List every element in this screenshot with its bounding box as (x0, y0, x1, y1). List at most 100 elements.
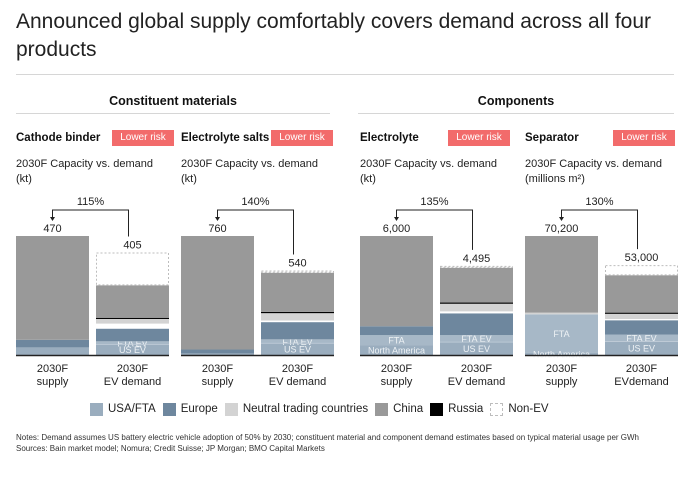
category-label: supply (37, 376, 69, 388)
demand-segment-label: FTA EV (461, 334, 491, 344)
arrowhead-icon (50, 217, 55, 221)
category-label: 2030F (117, 363, 148, 375)
supply-total-label: 70,200 (545, 223, 579, 235)
category-label: EVdemand (614, 376, 668, 388)
demand-segment-china (605, 275, 678, 313)
demand-total-label: 540 (288, 257, 306, 269)
panel-title: Separator (525, 132, 579, 144)
section-title-constituent: Constituent materials (109, 94, 237, 108)
section-title-components: Components (477, 94, 555, 108)
legend: USA/FTA Europe Neutral trading countries… (90, 401, 556, 417)
demand-segment-usa_fta (96, 344, 169, 355)
notes-text: Notes: Demand assumes US battery electri… (16, 433, 639, 442)
ratio-bracket (52, 209, 129, 237)
demand-segment-china (96, 285, 169, 318)
demand-segment-label: US EV (463, 344, 490, 354)
ratio-bracket (217, 209, 294, 255)
panel-title: Electrolyte salts (181, 132, 270, 144)
risk-badge: Lower risk (448, 130, 510, 146)
demand-segment-usa_fta (605, 341, 678, 355)
demand-segment-russia (261, 311, 334, 314)
legend-label: Neutral trading countries (242, 403, 369, 415)
panel-electrolyte: Electrolyte Lower risk 2030F Capacity vs… (360, 120, 530, 392)
panel-subtitle: 2030F Capacity vs. demand (kt) (16, 158, 153, 185)
demand-segment-label: US EV (628, 344, 655, 354)
supply-segment-china (360, 236, 433, 327)
panel-cathode-binder: Cathode binder Lower risk 2030F Capacity… (16, 120, 186, 392)
demand-segment-europe (261, 322, 334, 340)
category-label: 2030F (461, 363, 492, 375)
ratio-bracket (396, 209, 473, 250)
demand-segment-fta_ev (440, 335, 513, 343)
ratio-label: 140% (241, 196, 269, 208)
legend-item-non-ev: Non-EV (490, 402, 549, 416)
category-label: 2030F (37, 363, 68, 375)
legend-label: China (393, 403, 424, 415)
demand-segment-gap (261, 320, 334, 323)
panel-title: Electrolyte (360, 132, 419, 144)
risk-badge: Lower risk (112, 130, 174, 146)
demand-segment-russia (440, 302, 513, 304)
top-divider (16, 74, 674, 75)
supply-segment-europe (360, 326, 433, 336)
legend-swatch-china (375, 402, 389, 416)
legend-label: Russia (448, 403, 484, 415)
demand-total-label: 4,495 (463, 253, 491, 265)
panel-subtitle: 2030F Capacity vs. demand (kt) (360, 158, 497, 185)
supply-segment-usa_fta (525, 352, 598, 355)
legend-item-china: China (375, 402, 424, 416)
supply-total-label: 760 (208, 223, 226, 235)
legend-swatch-usa-fta (90, 402, 103, 416)
category-label: EV demand (104, 376, 161, 388)
demand-segment-non-ev (96, 252, 169, 286)
legend-item-neutral: Neutral trading countries (224, 402, 369, 416)
panel-subtitle: 2030F Capacity vs. demand (millions m²) (525, 158, 662, 185)
supply-segment-china (181, 236, 254, 350)
risk-badge: Lower risk (613, 130, 675, 146)
demand-total-label: 405 (123, 239, 141, 251)
category-label: supply (381, 376, 413, 388)
ratio-label: 135% (420, 196, 448, 208)
constituent-divider (16, 113, 330, 114)
legend-swatch-russia (430, 402, 444, 416)
supply-segment-europe (181, 349, 254, 354)
supply-segment-neutral (525, 312, 598, 315)
panel-title: Cathode binder (16, 132, 101, 144)
arrowhead-icon (215, 217, 220, 221)
demand-segment-europe (440, 313, 513, 336)
demand-segment-fta_ev (261, 339, 334, 344)
demand-segment-gap (96, 323, 169, 329)
legend-item-europe: Europe (162, 402, 218, 416)
demand-segment-usa_fta (261, 343, 334, 355)
supply-segment-usa_fta (181, 353, 254, 355)
category-label: 2030F (626, 363, 657, 375)
demand-segment-label: US EV (284, 345, 311, 355)
ratio-label: 130% (585, 196, 613, 208)
demand-segment-china (261, 272, 334, 312)
page-title: Announced global supply comfortably cove… (16, 10, 652, 61)
supply-segment-fta_ev (360, 335, 433, 346)
risk-badge: Lower risk (271, 130, 333, 146)
footnotes: Notes: Demand assumes US battery electri… (16, 433, 686, 454)
demand-segment-russia (96, 317, 169, 319)
category-label: supply (546, 376, 578, 388)
sources-text: Sources: Bain market model; Nomura; Cred… (16, 443, 325, 453)
panel-subtitle: 2030F Capacity vs. demand (kt) (181, 158, 318, 185)
supply-segment-label: North America (368, 346, 425, 356)
demand-segment-neutral (440, 303, 513, 312)
demand-segment-gap (605, 319, 678, 321)
category-label: EV demand (448, 376, 505, 388)
demand-segment-label: FTA EV (626, 334, 656, 344)
supply-segment-china (16, 236, 89, 340)
supply-segment-europe (16, 339, 89, 348)
supply-segment-usa_fta (360, 345, 433, 355)
category-label: 2030F (202, 363, 233, 375)
demand-segment-neutral (261, 312, 334, 321)
supply-segment-fta_ev (525, 314, 598, 353)
demand-segment-gap (440, 311, 513, 314)
demand-segment-fta_ev (96, 341, 169, 345)
legend-item-russia: Russia (430, 402, 484, 416)
